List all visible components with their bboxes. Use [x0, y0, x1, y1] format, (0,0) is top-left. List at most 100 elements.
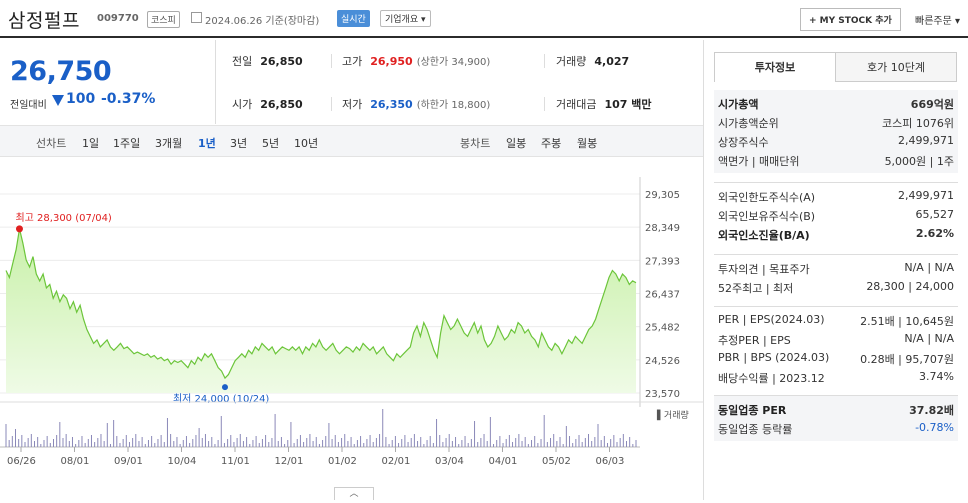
base-date: 2024.06.26 기준(장마감): [205, 16, 320, 27]
price-chart-svg: 29,305 28,349 27,393 26,437 25,482 24,526 23,5…: [0, 177, 703, 467]
info-section-1: 시가총액 669억원 시가총액순위 코스피 1076위 상장주식수 2,499,971 액면…: [714, 90, 958, 173]
info-row: 추정PER | EPS N/A | N/A: [714, 330, 958, 349]
period-1d[interactable]: 1일: [82, 137, 100, 150]
stat-open: 시가 26,850: [232, 98, 303, 111]
info-row: 동일업종 등락률 -0.78%: [714, 419, 958, 438]
info-value: 5,000원 | 1주: [884, 155, 954, 168]
info-key: 상장주식수: [718, 136, 769, 149]
candle-weekly[interactable]: 주봉: [541, 137, 562, 150]
x-tick-label: 02/01: [382, 456, 411, 467]
candle-monthly[interactable]: 월봉: [577, 137, 598, 150]
info-value: 2.51배 | 10,645원: [860, 315, 954, 328]
info-row: 상장주식수 2,499,971: [714, 132, 958, 151]
price-change: 100: [66, 91, 96, 107]
info-key: 배당수익률 | 2023.12: [718, 372, 825, 385]
price-stats: 전일 26,850 고가 26,950 (상한가 34,900) 거래량 4,027 시…: [215, 40, 703, 124]
info-value: 코스피 1076위: [882, 117, 954, 130]
price-area-fill: [6, 228, 636, 393]
x-tick-label: 12/01: [275, 456, 304, 467]
chart-period-bar: 선차트 1일 1주일 3개월 1년 3년 5년 10년 봉차트 일봉 주봉 월봉: [0, 125, 703, 157]
info-value: 0.28배 | 95,707원: [860, 353, 954, 366]
period-3y[interactable]: 3년: [230, 137, 248, 150]
candle-daily[interactable]: 일봉: [506, 137, 527, 150]
y-tick-label: 27,393: [645, 256, 680, 267]
y-tick-label: 28,349: [645, 223, 680, 234]
max-label: 최고 28,300 (07/04): [15, 212, 111, 224]
info-row: 52주최고 | 최저 28,300 | 24,000: [714, 278, 958, 297]
info-row: PBR | BPS (2024.03) 0.28배 | 95,707원: [714, 349, 958, 368]
info-row: 동일업종 PER 37.82배: [714, 400, 958, 419]
y-tick-label: 23,570: [645, 389, 680, 400]
x-tick-label: 08/01: [61, 456, 90, 467]
info-value: 65,527: [915, 208, 955, 221]
price-series-line: [5, 228, 637, 380]
info-key: 외국인보유주식수(B): [718, 210, 816, 223]
y-tick-label: 26,437: [645, 290, 680, 301]
info-key: PER | EPS(2024.03): [718, 313, 825, 326]
info-value: 28,300 | 24,000: [866, 280, 954, 293]
add-mystock-button[interactable]: + MY STOCK 추가: [800, 8, 901, 31]
period-10y[interactable]: 10년: [294, 137, 319, 150]
x-tick-label: 05/02: [542, 456, 571, 467]
info-row: 시가총액순위 코스피 1076위: [714, 113, 958, 132]
info-row: 외국인보유주식수(B) 65,527: [714, 206, 958, 225]
chart-collapse-handle[interactable]: ︿: [334, 487, 374, 500]
info-key: 투자의견 | 목표주가: [718, 263, 810, 276]
stat-amount: 거래대금 107 백만: [556, 98, 652, 111]
info-row: 투자의견 | 목표주가 N/A | N/A: [714, 259, 958, 278]
info-value: 3.74%: [919, 370, 954, 383]
info-value: 669억원: [910, 98, 954, 111]
period-3m[interactable]: 3개월: [155, 137, 183, 150]
info-row: 외국인소진율(B/A) 2.62%: [714, 225, 958, 244]
info-key: 시가총액순위: [718, 117, 779, 130]
realtime-button[interactable]: 실시간: [337, 10, 370, 27]
x-tick-label: 11/01: [221, 456, 250, 467]
x-tick-label: 03/04: [435, 456, 464, 467]
x-tick-label: 01/02: [328, 456, 357, 467]
max-point-marker: [15, 225, 23, 233]
info-key: 동일업종 PER: [718, 404, 787, 417]
info-key: 52주최고 | 최저: [718, 282, 794, 295]
current-price: 26,750: [10, 56, 112, 87]
volume-label: ▌거래량: [656, 409, 689, 421]
stock-header: 삼정펄프 009770 코스피 2024.06.26 기준(장마감) 실시간 기…: [0, 0, 968, 38]
info-value: 2,499,971: [898, 134, 954, 147]
candle-chart-label: 봉차트: [460, 137, 491, 150]
x-tick-label: 06/26: [7, 456, 36, 467]
quick-order-dropdown[interactable]: 빠른주문 ▾: [915, 16, 960, 27]
min-label: 최저 24,000 (10/24): [173, 393, 269, 405]
x-tick-label: 06/03: [596, 456, 625, 467]
info-row: 시가총액 669억원: [714, 94, 958, 113]
info-value: -0.78%: [915, 421, 954, 434]
y-tick-label: 25,482: [645, 323, 680, 334]
period-1w[interactable]: 1주일: [113, 137, 141, 150]
period-5y[interactable]: 5년: [262, 137, 280, 150]
info-key: 외국인한도주식수(A): [718, 191, 816, 204]
stat-volume: 거래량 4,027: [556, 55, 630, 68]
y-tick-label: 29,305: [645, 190, 680, 201]
info-key: 외국인소진율(B/A): [718, 229, 810, 242]
info-key: 동일업종 등락률: [718, 423, 793, 436]
company-overview-dropdown[interactable]: 기업개요 ▾: [380, 10, 431, 27]
tab-invest-info[interactable]: 투자정보: [714, 52, 836, 82]
info-tabs: 투자정보 호가 10단계: [714, 52, 958, 82]
info-row: 외국인한도주식수(A) 2,499,971: [714, 187, 958, 206]
info-value: 2.62%: [915, 227, 954, 240]
tab-quote-10[interactable]: 호가 10단계: [835, 52, 957, 82]
info-row: 배당수익률 | 2023.12 3.74%: [714, 368, 958, 387]
down-arrow-icon: [52, 95, 64, 106]
market-badge: 코스피: [147, 11, 180, 28]
current-price-box: 26,750 전일대비 100 -0.37%: [0, 40, 215, 124]
info-section-2: 외국인한도주식수(A) 2,499,971 외국인보유주식수(B) 65,527 외국인…: [714, 182, 958, 247]
calendar-icon: [191, 12, 202, 23]
stat-low: 저가 26,350 (하한가 18,800): [342, 98, 491, 111]
stock-code: 009770: [97, 13, 139, 24]
stat-prev-close: 전일 26,850: [232, 55, 303, 68]
period-1y[interactable]: 1년: [198, 137, 216, 150]
price-chart[interactable]: 29,305 28,349 27,393 26,437 25,482 24,526 23,5…: [0, 157, 703, 500]
info-key: 시가총액: [718, 98, 759, 111]
min-point-marker: [221, 384, 228, 391]
